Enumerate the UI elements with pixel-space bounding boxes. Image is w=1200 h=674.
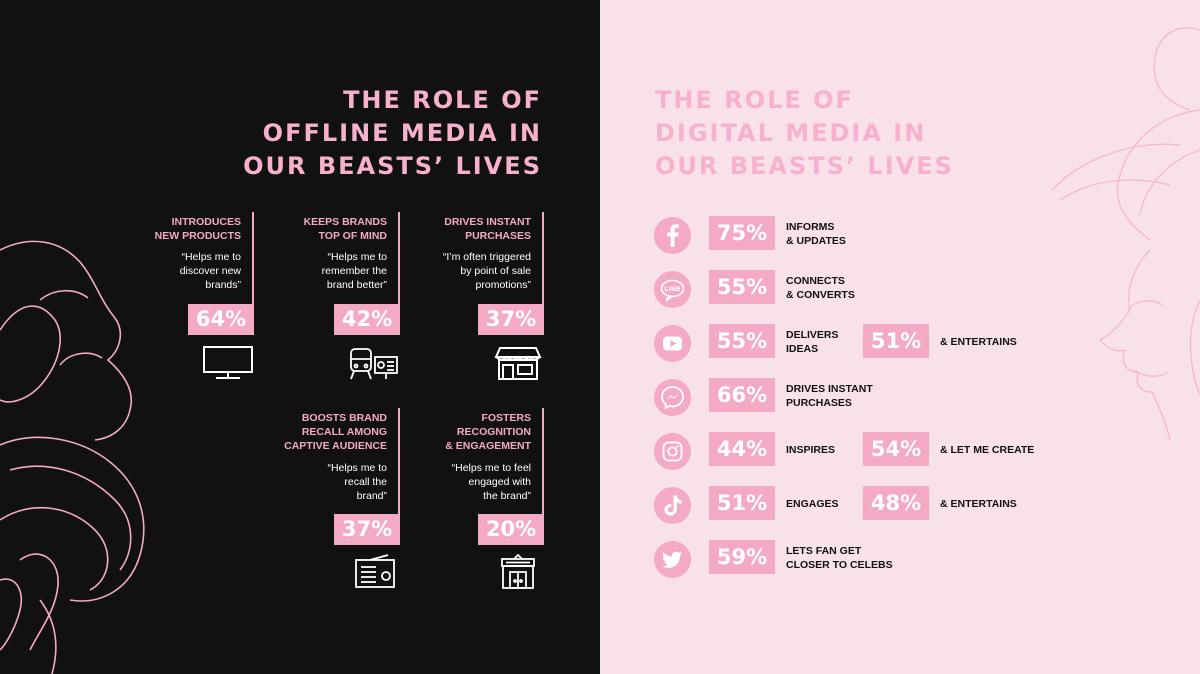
percent-box-secondary: 51% (863, 324, 929, 358)
digital-row-facebook: 75% INFORMS & UPDATES (600, 216, 1200, 254)
twitter-icon (654, 541, 691, 578)
row-label: INSPIRES (786, 444, 836, 456)
card-rule (252, 212, 254, 333)
row-label: DELIVERS IDEAS (786, 329, 839, 355)
card-heading: DRIVES INSTANT PURCHASES (444, 216, 531, 242)
face-line-art-left (0, 240, 145, 674)
card-quote: “Helps me to recall the brand” (327, 462, 387, 502)
card-quote: “Helps me to feel engaged with the brand… (451, 462, 531, 502)
row-label: DRIVES INSTANT PURCHASES (786, 383, 873, 409)
tv-icon (203, 346, 253, 379)
face-line-art-right (1051, 27, 1200, 441)
row-label: INFORMS & UPDATES (786, 221, 846, 247)
offline-card-fosters-recognition: FOSTERS RECOGNITION & ENGAGEMENT “Helps … (414, 408, 544, 593)
digital-title: THE ROLE OF DIGITAL MEDIA IN OUR BEASTS’… (655, 86, 954, 180)
card-rule (542, 212, 544, 333)
row-label-secondary: & LET ME CREATE (940, 444, 1035, 456)
card-quote: “Helps me to discover new brands” (179, 251, 241, 291)
card-rule (398, 408, 400, 545)
digital-row-youtube: 55% DELIVERS IDEAS 51% & ENTERTAINS (600, 324, 1200, 362)
card-heading: INTRODUCES NEW PRODUCTS (154, 216, 241, 242)
percent-box-secondary: 48% (863, 486, 929, 520)
messenger-icon (654, 379, 691, 416)
card-heading: BOOSTS BRAND RECALL AMONG CAPTIVE AUDIEN… (284, 412, 387, 452)
line-icon: LINE (654, 271, 691, 308)
offline-card-introduces-new-products: INTRODUCES NEW PRODUCTS “Helps me to dis… (124, 212, 254, 382)
percent-box: 51% (709, 486, 775, 520)
digital-row-tiktok: 51% ENGAGES 48% & ENTERTAINS (600, 486, 1200, 524)
instagram-icon (654, 433, 691, 470)
offline-card-boosts-brand-recall: BOOSTS BRAND RECALL AMONG CAPTIVE AUDIEN… (270, 408, 400, 593)
card-heading: FOSTERS RECOGNITION & ENGAGEMENT (445, 412, 531, 452)
card-percent: 20% (478, 514, 544, 545)
digital-panel: THE ROLE OF DIGITAL MEDIA IN OUR BEASTS’… (600, 0, 1200, 674)
card-heading: KEEPS BRANDS TOP OF MIND (303, 216, 387, 242)
offline-card-keeps-brands-top-of-mind: KEEPS BRANDS TOP OF MIND “Helps me to re… (270, 212, 400, 382)
offline-title: THE ROLE OF OFFLINE MEDIA IN OUR BEASTS’… (243, 86, 542, 180)
card-quote: “I’m often triggered by point of sale pr… (442, 251, 531, 291)
card-rule (398, 212, 400, 333)
card-percent: 37% (478, 304, 544, 335)
digital-row-instagram: 44% INSPIRES 54% & LET ME CREATE (600, 432, 1200, 470)
card-quote: “Helps me to remember the brand better” (321, 251, 387, 291)
facebook-icon (654, 217, 691, 254)
digital-row-twitter: 59% LETS FAN GET CLOSER TO CELEBS (600, 540, 1200, 578)
percent-box: 59% (709, 540, 775, 574)
transit-billboard-icon (350, 348, 398, 380)
line-icon-text: LINE (664, 285, 680, 293)
tiktok-icon (654, 487, 691, 524)
percent-box: 55% (709, 270, 775, 304)
card-percent: 37% (334, 514, 400, 545)
card-percent: 42% (334, 304, 400, 335)
percent-box: 55% (709, 324, 775, 358)
offline-card-drives-instant-purchases: DRIVES INSTANT PURCHASES “I’m often trig… (414, 212, 544, 382)
row-label: CONNECTS & CONVERTS (786, 275, 855, 301)
radio-icon (355, 554, 395, 588)
percent-box: 44% (709, 432, 775, 466)
row-label: ENGAGES (786, 498, 839, 510)
storefront-icon (494, 347, 542, 380)
digital-row-messenger: 66% DRIVES INSTANT PURCHASES (600, 378, 1200, 416)
card-rule (542, 408, 544, 545)
cinema-icon (501, 554, 535, 589)
row-label-secondary: & ENTERTAINS (940, 498, 1017, 510)
percent-box: 66% (709, 378, 775, 412)
row-label-secondary: & ENTERTAINS (940, 336, 1017, 348)
card-percent: 64% (188, 304, 254, 335)
percent-box-secondary: 54% (863, 432, 929, 466)
percent-box: 75% (709, 216, 775, 250)
digital-row-line: LINE 55% CONNECTS & CONVERTS (600, 270, 1200, 308)
offline-panel: THE ROLE OF OFFLINE MEDIA IN OUR BEASTS’… (0, 0, 600, 674)
youtube-icon (654, 325, 691, 362)
row-label: LETS FAN GET CLOSER TO CELEBS (786, 545, 893, 571)
